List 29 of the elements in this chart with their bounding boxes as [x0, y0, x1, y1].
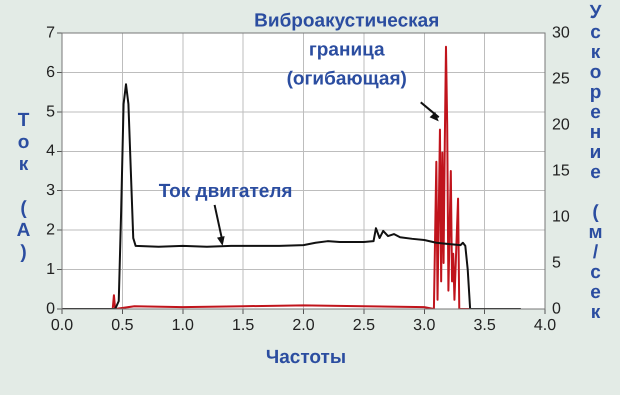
- x-tick-label: 2.0: [292, 317, 315, 334]
- y-tick-label: 0: [46, 300, 56, 318]
- y2-tick-label: 0: [552, 300, 561, 318]
- y-tick-label: 2: [46, 222, 56, 239]
- y-tick-label: 5: [46, 103, 56, 120]
- y-tick-label: 4: [46, 142, 56, 160]
- annotation: Виброакустическая граница (огибающая): [254, 10, 440, 90]
- x-tick-label: 2.5: [352, 317, 376, 334]
- y2-tick-label: 15: [552, 162, 570, 180]
- x-tick-label: 4.0: [534, 317, 556, 334]
- x-tick-label: 3.0: [413, 317, 436, 334]
- x-tick-label: 0.0: [50, 317, 74, 334]
- y2-tick-label: 5: [552, 254, 561, 272]
- y-tick-label: 3: [46, 182, 56, 200]
- y-tick-label: 1: [46, 260, 56, 278]
- y-axis-title: Ток (А): [12, 110, 34, 264]
- x-tick-label: 1.0: [172, 317, 194, 334]
- y-tick-label: 6: [46, 64, 56, 81]
- y2-tick-label: 30: [552, 24, 570, 42]
- y2-axis-title: Ускорение (м/сек: [584, 2, 606, 322]
- y2-tick-label: 20: [552, 116, 570, 134]
- annotation: Ток двигателя: [158, 181, 292, 202]
- x-tick-label: 1.5: [232, 317, 254, 334]
- y2-tick-label: 10: [552, 208, 570, 226]
- y-tick-label: 7: [46, 24, 56, 42]
- x-tick-label: 3.5: [474, 317, 496, 334]
- y2-tick-label: 25: [552, 70, 570, 88]
- x-tick-label: 0.5: [111, 317, 134, 334]
- x-axis-title: Частоты: [266, 347, 346, 368]
